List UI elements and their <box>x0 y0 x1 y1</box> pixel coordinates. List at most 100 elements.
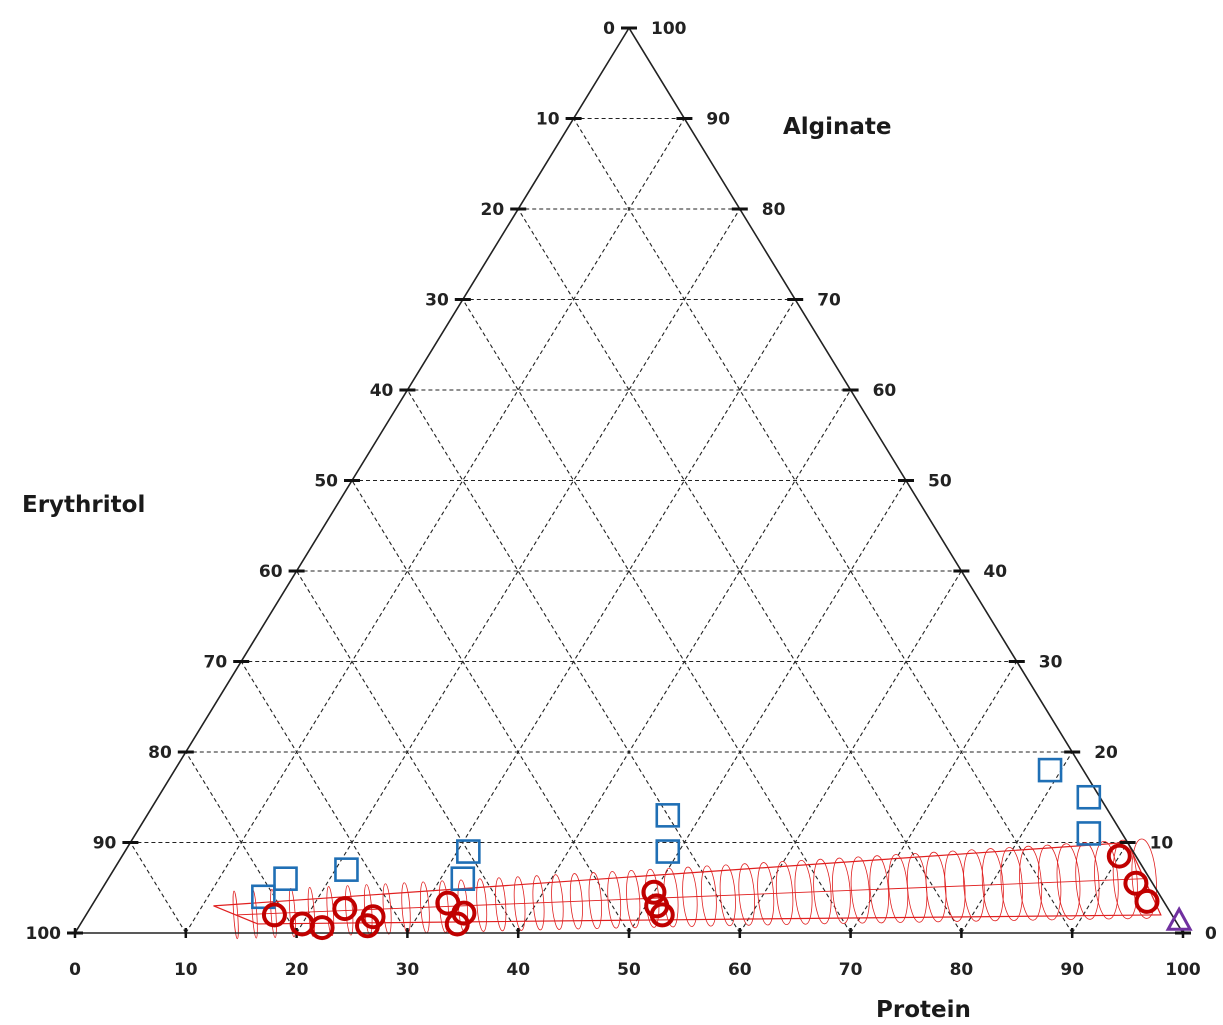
region-hatch <box>232 890 239 940</box>
tick-label-erythritol: 10 <box>536 110 560 130</box>
tick-label-alginate: 20 <box>1094 743 1118 763</box>
grid-line-erythritol-50 <box>351 480 630 934</box>
data-point-square <box>273 866 298 892</box>
erythritol-axis-title: Erythritol <box>22 492 145 518</box>
tick-label-protein: 60 <box>728 960 752 980</box>
region-hatch <box>869 855 889 924</box>
region-hatch <box>1000 847 1023 921</box>
data-point-square <box>1076 821 1102 846</box>
region-hatch <box>532 875 545 931</box>
region-hatch <box>794 859 813 925</box>
tick-label-protein: 100 <box>1165 960 1201 980</box>
region-hatch <box>832 857 851 924</box>
data-point-square <box>655 803 681 828</box>
data-point-circle <box>332 896 358 922</box>
tick-label-alginate: 0 <box>1205 924 1217 944</box>
tick-label-alginate: 10 <box>1150 834 1174 854</box>
region-hatch <box>701 865 717 927</box>
region-hatch <box>719 864 736 927</box>
region-hatch <box>1037 844 1062 921</box>
region-center-line <box>235 878 1145 916</box>
tick-label-erythritol: 100 <box>26 924 62 944</box>
data-point-square <box>450 866 476 892</box>
region-hatch <box>682 866 698 927</box>
region-hatch <box>513 876 526 931</box>
region-hatch <box>345 885 354 936</box>
tick-label-erythritol: 50 <box>314 472 338 492</box>
tick-label-alginate: 100 <box>651 19 687 39</box>
region-hatch <box>981 848 1004 922</box>
tick-label-protein: 40 <box>506 960 530 980</box>
tick-label-protein: 30 <box>396 960 420 980</box>
data-point-square <box>334 857 359 882</box>
region-hatch <box>944 850 966 922</box>
tick-label-protein: 50 <box>617 960 641 980</box>
tick-label-protein: 80 <box>950 960 974 980</box>
tick-label-alginate: 40 <box>983 562 1007 582</box>
data-points <box>251 757 1193 941</box>
grid-line-erythritol-10 <box>573 118 1073 934</box>
tick-label-erythritol: 40 <box>370 381 394 401</box>
region-hatch <box>1094 840 1119 920</box>
data-point-circle <box>649 902 675 928</box>
region-hatch <box>757 862 775 926</box>
data-point-circle <box>261 902 287 928</box>
grid-line-protein-90 <box>1071 842 1129 934</box>
grid-lines <box>129 117 1129 934</box>
data-point-circle <box>444 911 470 937</box>
data-point-square <box>251 884 276 910</box>
grid-line-protein-30 <box>406 299 796 934</box>
data-point-square <box>1076 784 1102 810</box>
region-hatch <box>963 849 985 922</box>
grid-line-erythritol-90 <box>129 842 187 934</box>
region-hatch <box>925 851 947 923</box>
region-hatch <box>495 877 507 932</box>
region-hatch <box>813 858 832 925</box>
tick-label-alginate: 80 <box>762 200 786 220</box>
alginate-axis-title: Alginate <box>783 114 892 140</box>
tick-label-erythritol: 0 <box>603 19 615 39</box>
region-hatch <box>569 873 583 930</box>
data-point-square <box>655 839 681 864</box>
tick-label-alginate: 70 <box>817 291 841 311</box>
data-point-circle <box>1106 843 1132 869</box>
grid-line-protein-20 <box>296 208 741 934</box>
tick-label-protein: 10 <box>174 960 198 980</box>
region-hatch <box>738 863 755 926</box>
tick-label-erythritol: 20 <box>481 200 505 220</box>
tick-label-protein: 0 <box>69 960 81 980</box>
grid-line-erythritol-80 <box>185 751 298 934</box>
tick-label-erythritol: 90 <box>93 834 117 854</box>
protein-axis-title: Protein <box>876 997 971 1023</box>
tick-label-alginate: 90 <box>706 110 730 130</box>
region-hatch <box>607 871 622 929</box>
tick-label-erythritol: 80 <box>148 743 172 763</box>
region-hatch <box>307 887 316 937</box>
tick-label-protein: 90 <box>1060 960 1084 980</box>
data-point-circle <box>309 915 335 941</box>
region-hatch <box>775 860 794 926</box>
region-hatch <box>288 887 296 938</box>
region-hatch <box>1075 842 1100 920</box>
grid-line-protein-50 <box>628 480 907 934</box>
grid-line-erythritol-30 <box>462 299 852 934</box>
grid-line-protein-70 <box>850 661 1018 934</box>
data-point-circle <box>1123 870 1149 896</box>
region-hatch <box>850 856 870 924</box>
region-hatch <box>476 878 488 932</box>
tick-label-erythritol: 60 <box>259 562 283 582</box>
region-hatch <box>1056 843 1081 921</box>
region-hatch <box>270 888 277 938</box>
data-point-circle <box>1134 888 1160 914</box>
tick-label-alginate: 30 <box>1039 653 1063 673</box>
tick-label-alginate: 60 <box>873 381 897 401</box>
tick-label-protein: 70 <box>839 960 863 980</box>
data-point-square <box>1037 757 1063 783</box>
region-hatch <box>382 883 392 935</box>
tick-label-erythritol: 30 <box>425 291 449 311</box>
grid-line-erythritol-20 <box>517 208 962 934</box>
region-hatch <box>1131 838 1157 919</box>
data-point-circle <box>355 913 381 939</box>
tick-label-erythritol: 70 <box>204 653 228 673</box>
